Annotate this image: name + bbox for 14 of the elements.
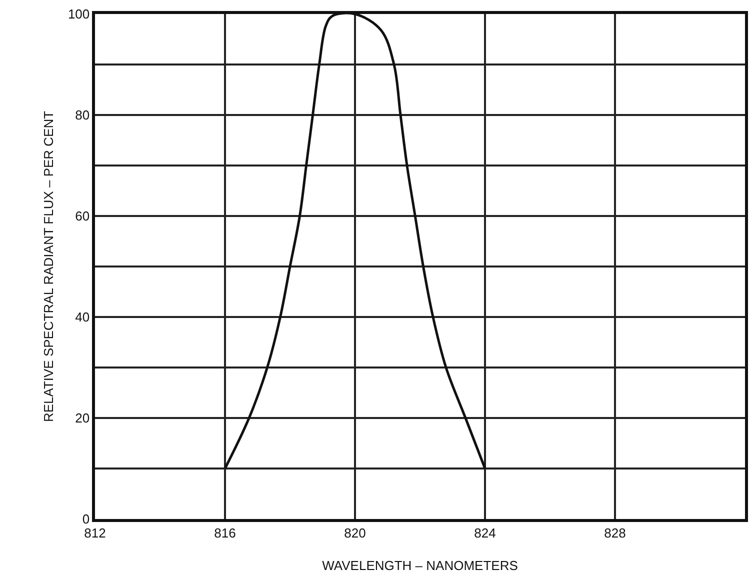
y-tick-label: 40 [75,310,90,325]
x-tick-label: 828 [604,525,626,540]
y-tick-label: 20 [75,410,90,426]
y-tick-label: 60 [75,208,90,224]
x-tick-label: 820 [344,525,366,540]
x-tick-label: 816 [214,525,236,540]
y-tick-label: 0 [82,512,90,527]
y-axis-title: RELATIVE SPECTRAL RADIANT FLUX – PER CENT [40,110,56,422]
x-axis-title: WAVELENGTH – NANOMETERS [322,558,518,573]
x-tick-label: 812 [84,525,106,540]
line-series [224,14,486,470]
y-tick-label: 80 [75,108,90,123]
x-tick-label: 824 [474,525,496,540]
y-tick-label: 100 [68,6,90,22]
